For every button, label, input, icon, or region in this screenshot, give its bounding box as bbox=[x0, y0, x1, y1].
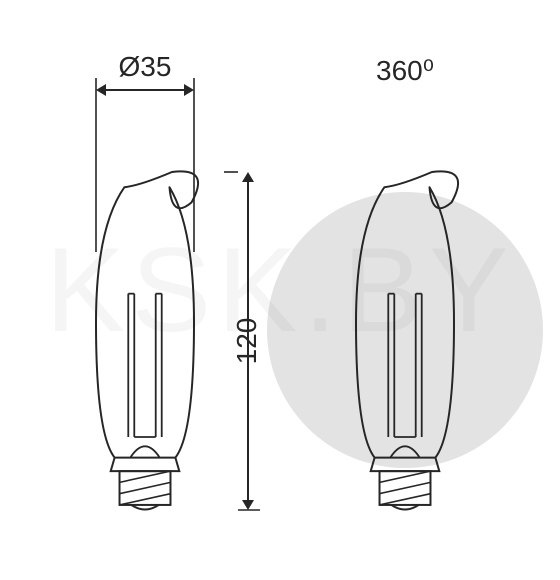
technical-diagram: Ø35 120 360⁰ bbox=[0, 0, 560, 580]
beam-angle-label: 360⁰ bbox=[376, 55, 434, 86]
left-bulb-outline bbox=[96, 171, 198, 457]
diameter-label: Ø35 bbox=[119, 51, 172, 82]
height-label: 120 bbox=[231, 318, 262, 365]
beam-angle-circle bbox=[267, 192, 543, 468]
